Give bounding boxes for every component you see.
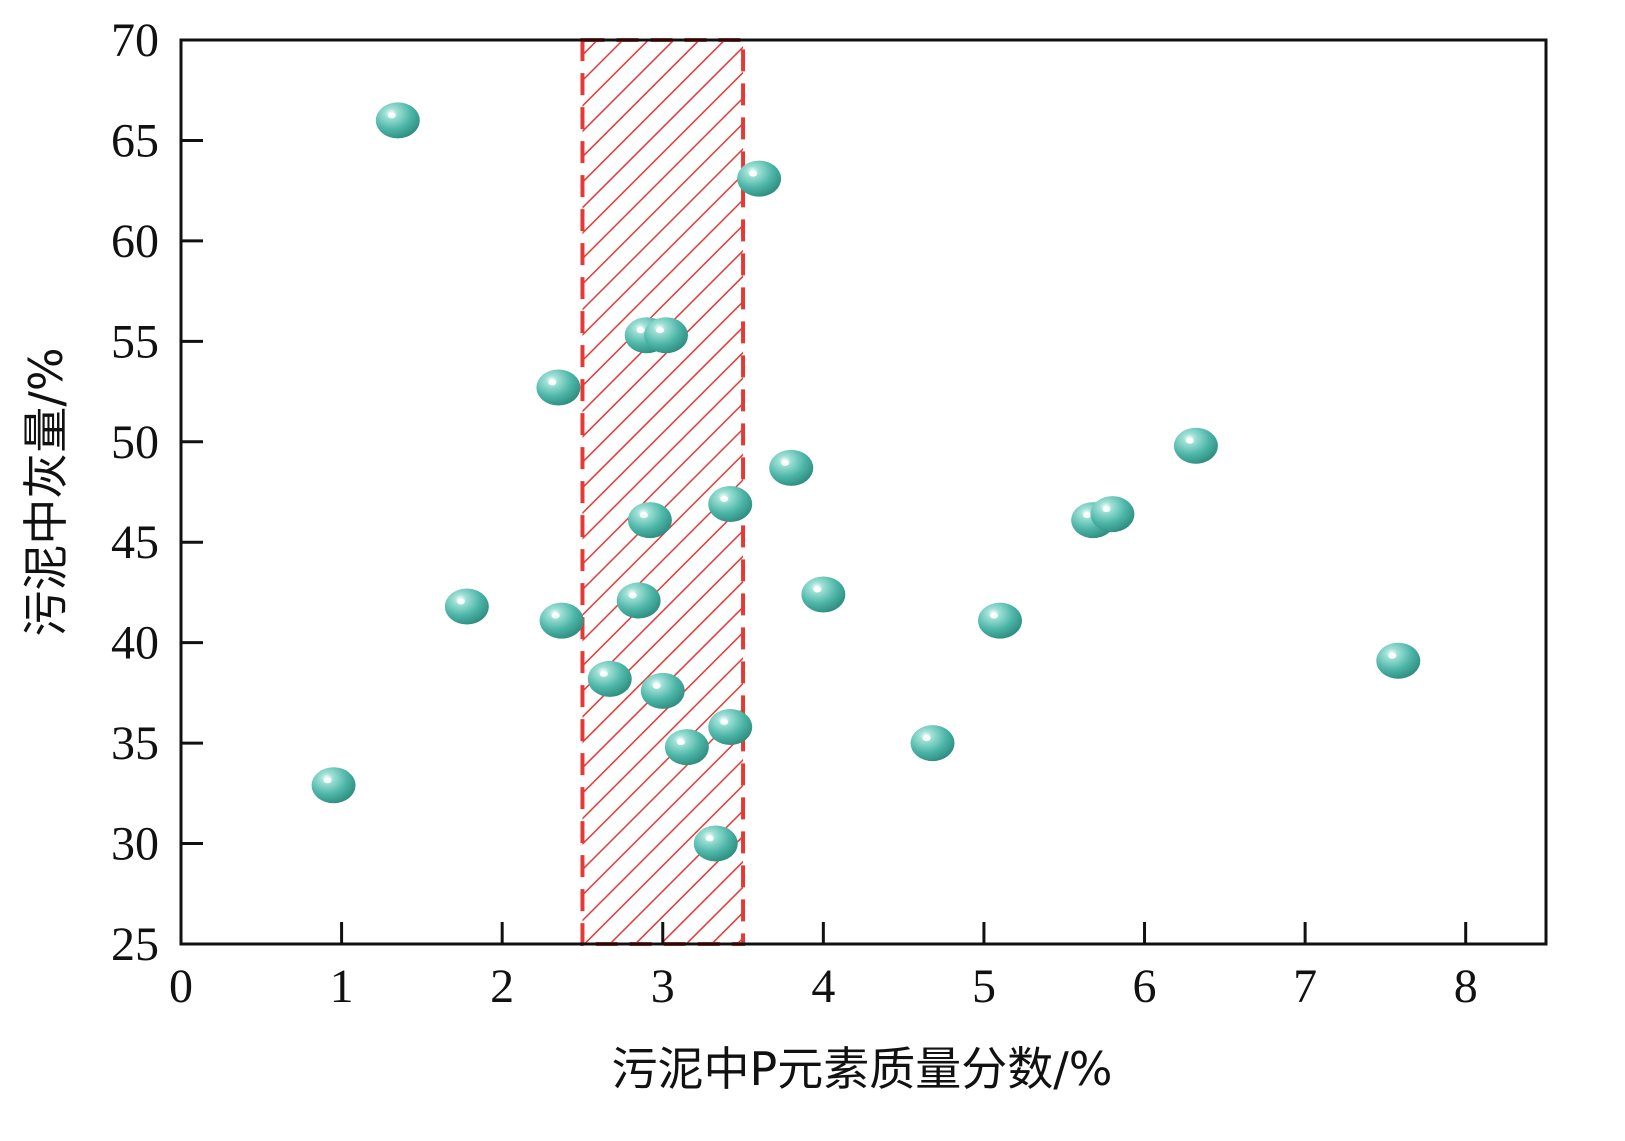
data-point <box>627 502 672 539</box>
x-tick-label: 4 <box>811 960 835 1013</box>
data-point <box>640 672 685 709</box>
y-tick-label: 40 <box>111 617 159 670</box>
x-tick-label: 2 <box>490 960 514 1013</box>
y-tick-label: 60 <box>111 215 159 268</box>
data-point <box>708 486 753 523</box>
x-tick-label: 3 <box>651 960 675 1013</box>
data-point <box>1173 427 1218 464</box>
data-point <box>536 369 581 406</box>
x-tick-label: 6 <box>1133 960 1157 1013</box>
y-tick-label: 65 <box>111 114 159 167</box>
y-tick-label: 25 <box>111 918 159 971</box>
plot-frame <box>179 38 1548 946</box>
data-point <box>616 582 661 619</box>
y-tick-label: 70 <box>111 14 159 67</box>
data-point <box>801 576 846 613</box>
y-tick-label: 50 <box>111 416 159 469</box>
data-point <box>1376 642 1421 679</box>
data-point <box>737 160 782 197</box>
data-point <box>444 588 489 625</box>
data-point <box>978 602 1022 639</box>
y-tick-label: 35 <box>111 717 159 770</box>
data-point <box>643 317 688 354</box>
data-point <box>1090 496 1135 533</box>
y-tick-label: 45 <box>111 516 159 569</box>
data-point <box>664 729 709 766</box>
data-point <box>693 825 738 862</box>
data-point <box>311 767 356 804</box>
x-axis-title: 污泥中P元素质量分数/% <box>612 1042 1113 1096</box>
y-tick-label: 55 <box>111 315 159 368</box>
x-tick-label: 0 <box>169 960 193 1013</box>
x-tick-label: 7 <box>1293 960 1317 1013</box>
y-axis-title: 污泥中灰量/% <box>19 347 73 636</box>
x-tick-label: 1 <box>330 960 354 1013</box>
data-point <box>769 449 814 486</box>
data-point <box>708 709 753 746</box>
data-points-layer <box>311 102 1421 862</box>
data-point <box>375 102 420 139</box>
x-tick-label: 8 <box>1454 960 1478 1013</box>
data-point <box>910 725 955 762</box>
data-point <box>587 660 632 697</box>
x-tick-label: 5 <box>972 960 996 1013</box>
data-point <box>539 602 584 639</box>
y-tick-label: 30 <box>111 818 159 871</box>
